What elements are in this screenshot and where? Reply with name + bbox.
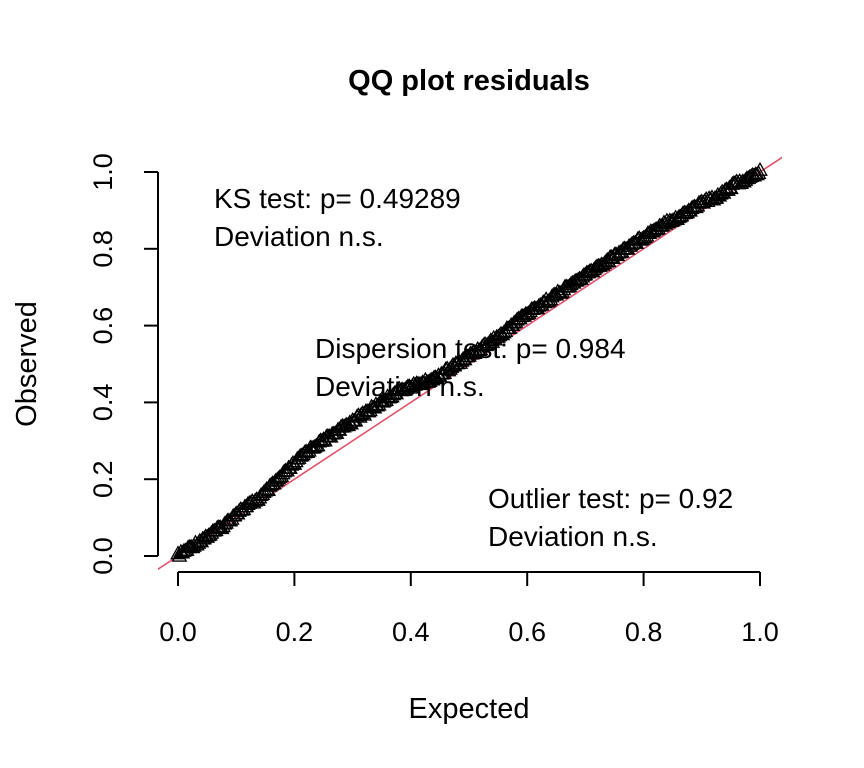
y-tick-label: 0.6 [88, 307, 118, 345]
qq-point [670, 209, 687, 224]
y-tick-label: 0.4 [88, 384, 118, 422]
x-axis: 0.0 0.2 0.4 0.6 0.8 1.0 [159, 571, 779, 647]
x-tick-label: 1.0 [741, 617, 779, 647]
outlier-test-annotation: Outlier test: p= 0.92 Deviation n.s. [488, 483, 741, 552]
y-tick-label: 0.2 [88, 460, 118, 498]
ks-test-deviation: Deviation n.s. [214, 221, 384, 252]
qq-point [752, 161, 768, 176]
x-tick-label: 0.8 [625, 617, 663, 647]
dispersion-test-annotation: Dispersion test: p= 0.984 Deviation n.s. [315, 333, 633, 402]
y-axis: 0.0 0.2 0.4 0.6 0.8 1.0 [88, 153, 159, 575]
qq-points [170, 161, 768, 562]
x-tick-label: 0.6 [508, 617, 546, 647]
qq-point [570, 271, 586, 286]
dispersion-test-result: Dispersion test: p= 0.984 [315, 333, 626, 364]
ks-test-result: KS test: p= 0.49289 [214, 183, 461, 214]
ks-test-annotation: KS test: p= 0.49289 Deviation n.s. [214, 183, 469, 252]
x-axis-label: Expected [409, 693, 530, 725]
y-tick-label: 0.8 [88, 230, 118, 268]
x-tick-label: 0.4 [392, 617, 430, 647]
outlier-test-deviation: Deviation n.s. [488, 521, 658, 552]
qq-point [267, 472, 284, 487]
y-tick-label: 0.0 [88, 537, 118, 575]
qq-point [293, 447, 310, 462]
qq-point [632, 231, 649, 246]
qq-point [285, 454, 301, 469]
qq-point [539, 293, 556, 308]
qq-point [664, 212, 681, 227]
dispersion-test-deviation: Deviation n.s. [315, 371, 485, 402]
outlier-test-result: Outlier test: p= 0.92 [488, 483, 733, 514]
qq-point [645, 222, 662, 237]
x-tick-label: 0.2 [276, 617, 314, 647]
qq-point [216, 515, 233, 530]
y-axis-label: Observed [11, 301, 43, 427]
x-tick-label: 0.0 [159, 617, 197, 647]
qq-point [248, 491, 265, 506]
y-tick-label: 1.0 [88, 153, 118, 191]
chart-title: QQ plot residuals [348, 65, 590, 97]
